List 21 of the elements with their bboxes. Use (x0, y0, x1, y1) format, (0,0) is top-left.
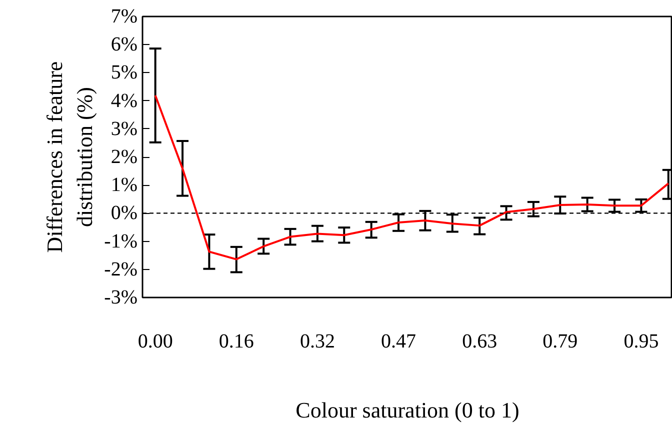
x-axis-title: Colour saturation (0 to 1) (296, 398, 520, 422)
y-tick-label: 5% (110, 62, 138, 84)
x-tick-label: 0.95 (624, 330, 659, 352)
x-tick-label: 0.32 (300, 330, 335, 352)
y-tick-label: 3% (110, 118, 138, 140)
y-tick-label: -3% (104, 286, 138, 308)
x-tick-label: 0.63 (462, 330, 498, 352)
x-tick-label: 0.47 (381, 330, 416, 352)
x-tick-label: 0.79 (542, 330, 578, 352)
y-axis-title: Differences in feature distribution (%) (42, 61, 98, 253)
y-tick-label: 4% (110, 90, 138, 112)
x-tick-label: 0.16 (218, 330, 254, 352)
y-tick-label: 6% (110, 34, 138, 56)
y-tick-label: 2% (110, 146, 138, 168)
y-tick-label: 0% (110, 202, 138, 224)
line-series (154, 94, 670, 260)
y-tick-label: -2% (104, 258, 138, 280)
x-tick-label: 0.00 (138, 330, 173, 352)
y-tick-label: 1% (110, 174, 138, 196)
y-tick-label: -1% (104, 230, 138, 252)
y-tick-label: 7% (110, 6, 138, 28)
